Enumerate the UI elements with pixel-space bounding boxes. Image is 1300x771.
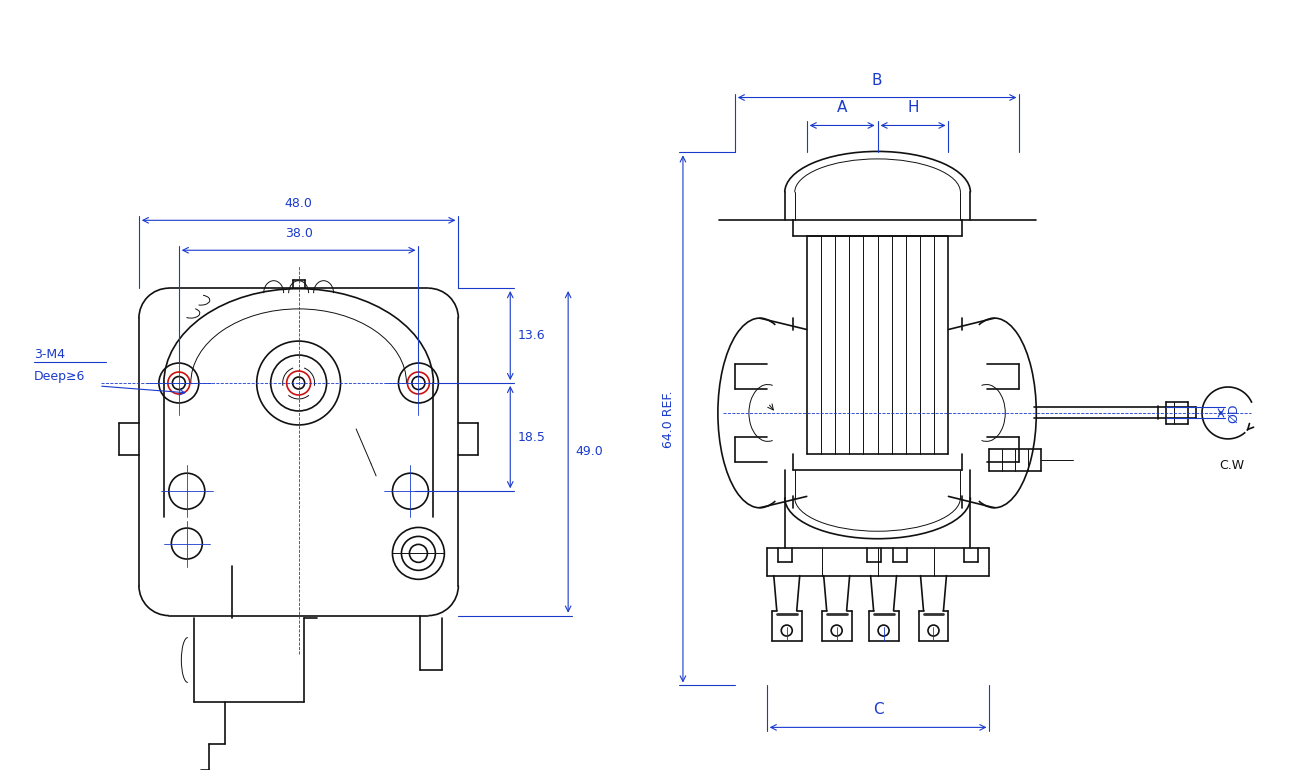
Text: H: H <box>907 100 919 116</box>
Text: 13.6: 13.6 <box>517 329 545 342</box>
Text: 49.0: 49.0 <box>575 446 603 459</box>
Text: B: B <box>872 72 883 88</box>
Text: 18.5: 18.5 <box>517 430 545 443</box>
Text: Deep≥6: Deep≥6 <box>34 370 86 383</box>
Text: A: A <box>837 100 848 116</box>
Text: 3-M4: 3-M4 <box>34 348 65 361</box>
Text: 38.0: 38.0 <box>285 227 312 241</box>
Text: 64.0 REF.: 64.0 REF. <box>662 390 675 448</box>
Text: 48.0: 48.0 <box>285 197 312 210</box>
Text: C.W: C.W <box>1219 459 1244 472</box>
Text: C: C <box>872 702 884 717</box>
Text: ØD: ØD <box>1227 403 1240 423</box>
